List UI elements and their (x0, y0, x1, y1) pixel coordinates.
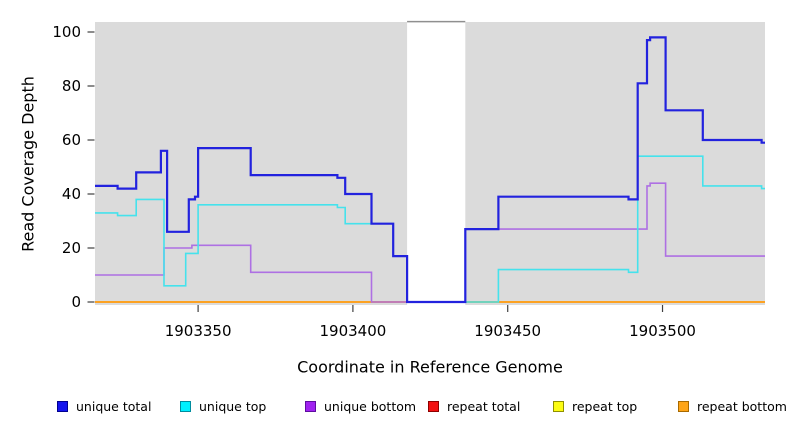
legend-item-repeat-bottom: repeat bottom (678, 398, 787, 414)
legend-swatch-icon (428, 400, 439, 412)
y-tick-label: 80 (61, 77, 81, 95)
legend-item-repeat-top: repeat top (553, 398, 637, 414)
legend-swatch-icon (57, 400, 68, 412)
y-tick-label: 0 (71, 293, 81, 311)
legend-label: unique top (199, 398, 267, 414)
series-unique-top (95, 155, 765, 303)
legend-label: unique total (76, 398, 152, 414)
y-tick-label: 100 (52, 23, 81, 41)
missing-data-gap-band (407, 22, 466, 305)
x-axis-title: Coordinate in Reference Genome (297, 357, 563, 377)
x-tick-label: 1903400 (319, 322, 387, 340)
legend-item-unique-top: unique top (180, 398, 266, 414)
legend-swatch-icon (553, 400, 564, 412)
legend-item-unique-total: unique total (57, 398, 151, 414)
legend-item-unique-bottom: unique bottom (305, 398, 416, 414)
y-tick-label: 60 (61, 131, 81, 149)
x-tick-label: 1903500 (629, 322, 696, 340)
y-axis-title: Read Coverage Depth (18, 76, 38, 252)
legend-label: unique bottom (324, 398, 417, 414)
y-tick-label: 40 (61, 185, 81, 203)
y-tick-label: 20 (61, 239, 81, 257)
legend-item-repeat-total: repeat total (428, 398, 520, 414)
x-tick-label: 1903350 (164, 322, 232, 340)
legend-label: repeat top (572, 398, 638, 414)
legend-label: repeat total (447, 398, 521, 414)
legend-label: repeat bottom (697, 398, 787, 414)
legend-swatch-icon (305, 400, 316, 412)
series-unique-total (95, 36, 765, 304)
legend-swatch-icon (180, 400, 191, 412)
x-tick-label: 1903450 (474, 322, 542, 340)
legend-swatch-icon (678, 400, 689, 412)
